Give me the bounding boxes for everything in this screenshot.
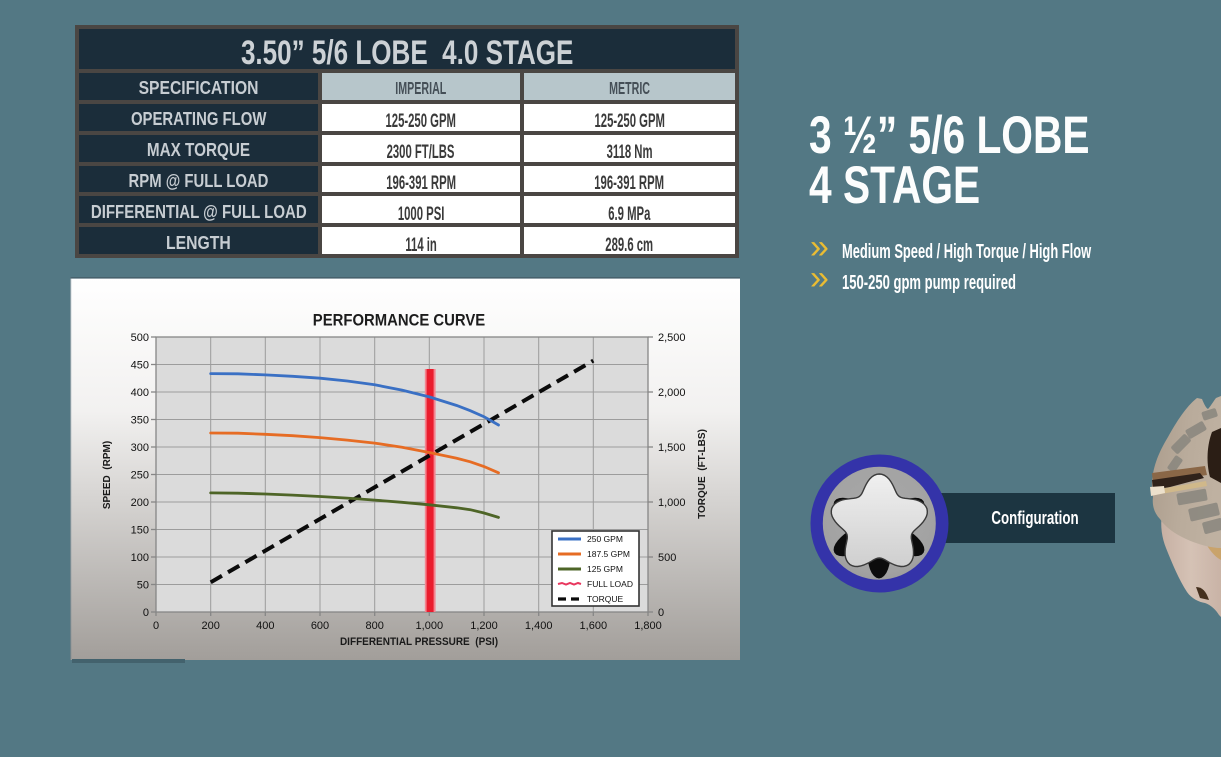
svg-text:0: 0: [143, 607, 149, 619]
svg-text:SPEED (RPM): SPEED (RPM): [102, 441, 113, 509]
svg-text:0: 0: [658, 607, 664, 619]
svg-text:1,200: 1,200: [470, 620, 498, 632]
svg-text:FULL LOAD: FULL LOAD: [587, 579, 633, 589]
svg-text:250 GPM: 250 GPM: [587, 534, 623, 544]
svg-text:1,000: 1,000: [416, 620, 444, 632]
svg-text:2,000: 2,000: [658, 387, 686, 399]
svg-text:350: 350: [131, 415, 149, 427]
svg-text:0: 0: [153, 620, 159, 632]
svg-text:400: 400: [131, 387, 149, 399]
svg-text:187.5 GPM: 187.5 GPM: [587, 549, 630, 559]
svg-text:2,500: 2,500: [658, 332, 686, 344]
svg-text:DIFFERENTIAL PRESSURE (PSI): DIFFERENTIAL PRESSURE (PSI): [340, 636, 498, 649]
svg-text:125 GPM: 125 GPM: [587, 564, 623, 574]
svg-text:150: 150: [131, 525, 149, 537]
svg-text:500: 500: [658, 552, 676, 564]
svg-text:600: 600: [311, 620, 329, 632]
svg-text:TORQUE: TORQUE: [587, 594, 624, 604]
svg-text:300: 300: [131, 442, 149, 454]
svg-text:200: 200: [202, 620, 220, 632]
svg-text:1,000: 1,000: [658, 497, 686, 509]
svg-text:1,600: 1,600: [580, 620, 608, 632]
svg-text:400: 400: [256, 620, 274, 632]
svg-text:100: 100: [131, 552, 149, 564]
svg-text:1,800: 1,800: [634, 620, 662, 632]
svg-text:500: 500: [131, 332, 149, 344]
svg-text:1,500: 1,500: [658, 442, 686, 454]
svg-text:200: 200: [131, 497, 149, 509]
svg-text:1,400: 1,400: [525, 620, 553, 632]
svg-text:50: 50: [137, 580, 149, 592]
svg-text:PERFORMANCE CURVE: PERFORMANCE CURVE: [313, 312, 486, 330]
svg-text:TORQUE (FT-LBS): TORQUE (FT-LBS): [697, 429, 708, 519]
svg-text:800: 800: [366, 620, 384, 632]
svg-text:450: 450: [131, 360, 149, 372]
svg-text:250: 250: [131, 470, 149, 482]
